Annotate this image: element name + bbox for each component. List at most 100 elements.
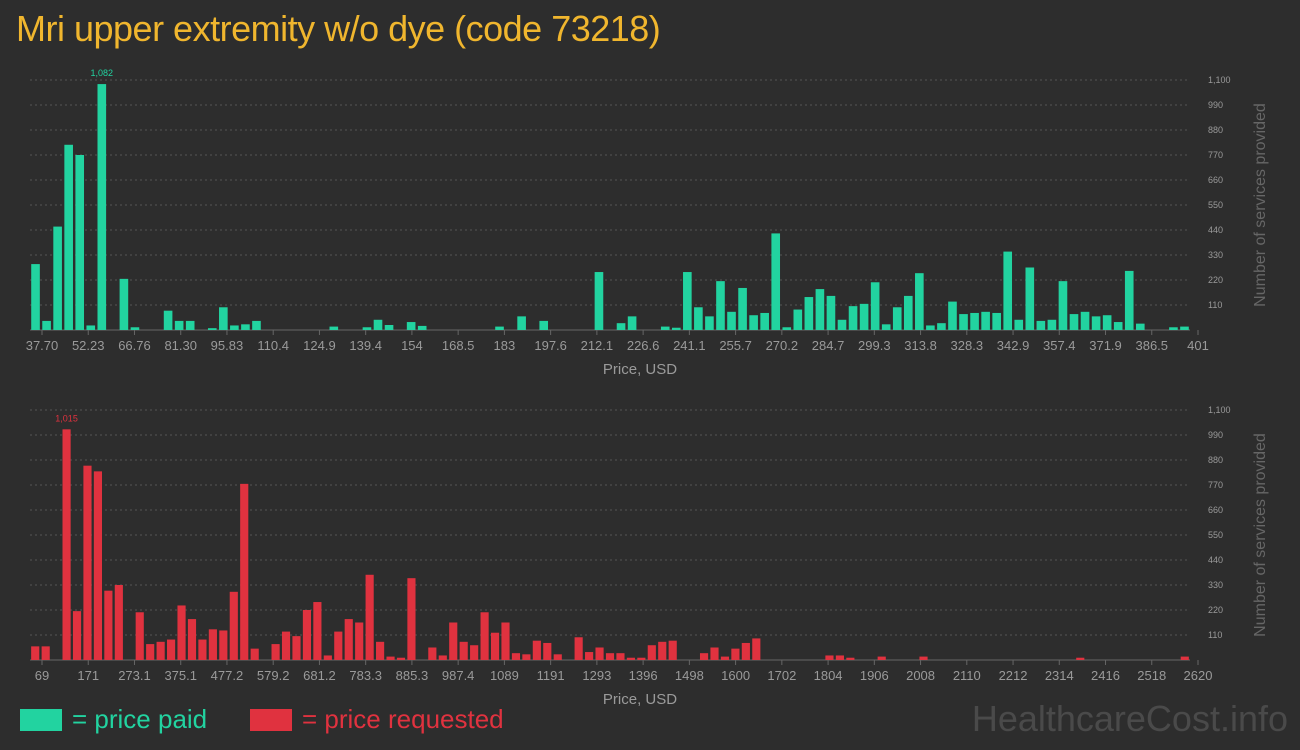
bar bbox=[1091, 316, 1101, 330]
bar bbox=[1036, 320, 1046, 330]
bar bbox=[86, 325, 96, 330]
x-tick-label: 1191 bbox=[537, 668, 565, 683]
bar bbox=[835, 655, 844, 660]
bar bbox=[313, 602, 322, 660]
y-tick-label: 440 bbox=[1208, 225, 1223, 235]
bar bbox=[384, 325, 394, 330]
y-tick-label: 880 bbox=[1208, 125, 1223, 135]
x-tick-label: 197.6 bbox=[534, 338, 567, 353]
x-tick-label: 2110 bbox=[953, 668, 981, 683]
y-tick-label: 770 bbox=[1208, 150, 1223, 160]
bar bbox=[710, 647, 719, 660]
y-axis-title: Number of services provided bbox=[1252, 103, 1269, 307]
bar bbox=[826, 295, 836, 330]
x-tick-label: 2518 bbox=[1137, 668, 1166, 683]
bar bbox=[130, 327, 140, 330]
bar bbox=[892, 307, 902, 330]
bar bbox=[438, 655, 447, 660]
bar bbox=[903, 295, 913, 330]
bar bbox=[877, 656, 886, 660]
bar bbox=[919, 656, 928, 660]
y-tick-label: 660 bbox=[1208, 505, 1223, 515]
x-tick-label: 1293 bbox=[582, 668, 611, 683]
bar bbox=[449, 622, 458, 660]
bar bbox=[177, 605, 186, 660]
bar bbox=[302, 610, 312, 660]
x-tick-label: 579.2 bbox=[257, 668, 290, 683]
bar bbox=[937, 323, 946, 330]
bar bbox=[72, 611, 82, 660]
bar bbox=[156, 641, 165, 660]
bar bbox=[41, 646, 50, 660]
bar bbox=[948, 301, 957, 330]
bar bbox=[119, 278, 129, 330]
bar bbox=[1069, 314, 1079, 330]
bar bbox=[522, 654, 531, 660]
x-tick-label: 241.1 bbox=[673, 338, 706, 353]
bar bbox=[881, 324, 891, 330]
bar bbox=[539, 320, 549, 330]
bar bbox=[417, 325, 427, 330]
bar bbox=[720, 656, 730, 660]
bar bbox=[64, 144, 73, 330]
bar bbox=[292, 636, 301, 660]
bar bbox=[163, 310, 173, 330]
x-tick-label: 386.5 bbox=[1135, 338, 1168, 353]
legend-price-requested: = price requested bbox=[250, 704, 504, 735]
x-axis-title: Price, USD bbox=[603, 361, 677, 378]
legend-label-paid: = price paid bbox=[72, 704, 208, 734]
x-tick-label: 273.1 bbox=[118, 668, 151, 683]
bar bbox=[804, 297, 814, 330]
bar bbox=[167, 639, 176, 660]
bar bbox=[62, 429, 71, 660]
bar bbox=[771, 233, 781, 330]
legend-swatch-requested bbox=[250, 709, 292, 731]
bar bbox=[250, 648, 259, 660]
y-tick-label: 110 bbox=[1208, 300, 1222, 310]
bar bbox=[241, 324, 250, 330]
x-tick-label: 342.9 bbox=[997, 338, 1030, 353]
bar bbox=[793, 309, 803, 330]
x-tick-label: 299.3 bbox=[858, 338, 891, 353]
bar bbox=[208, 629, 217, 660]
bar bbox=[543, 642, 552, 660]
x-tick-label: 81.30 bbox=[164, 338, 197, 353]
y-tick-label: 330 bbox=[1208, 580, 1223, 590]
x-tick-label: 2620 bbox=[1184, 668, 1213, 683]
x-tick-label: 783.3 bbox=[349, 668, 382, 683]
x-tick-label: 371.9 bbox=[1089, 338, 1122, 353]
x-tick-label: 37.70 bbox=[26, 338, 59, 353]
bar bbox=[252, 320, 261, 330]
bar bbox=[671, 327, 681, 330]
legend-price-paid: = price paid bbox=[20, 704, 207, 735]
x-tick-label: 66.76 bbox=[118, 338, 151, 353]
x-tick-label: 313.8 bbox=[904, 338, 937, 353]
x-tick-label: 284.7 bbox=[812, 338, 845, 353]
x-tick-label: 1804 bbox=[814, 668, 843, 683]
bar bbox=[229, 591, 238, 660]
bar bbox=[490, 632, 500, 660]
x-tick-label: 124.9 bbox=[303, 338, 336, 353]
x-tick-label: 2212 bbox=[999, 668, 1028, 683]
bar bbox=[104, 590, 113, 660]
x-tick-label: 270.2 bbox=[766, 338, 799, 353]
bar bbox=[595, 647, 604, 660]
x-tick-label: 255.7 bbox=[719, 338, 752, 353]
x-tick-label: 1089 bbox=[490, 668, 519, 683]
bar bbox=[859, 303, 869, 330]
y-tick-label: 220 bbox=[1208, 605, 1223, 615]
x-tick-label: 1906 bbox=[860, 668, 889, 683]
bar bbox=[271, 644, 280, 660]
bar bbox=[627, 316, 637, 330]
y-tick-label: 440 bbox=[1208, 555, 1223, 565]
x-tick-label: 1396 bbox=[629, 668, 658, 683]
x-tick-label: 95.83 bbox=[211, 338, 244, 353]
bar bbox=[470, 645, 479, 660]
bar bbox=[1180, 656, 1189, 660]
x-tick-label: 1600 bbox=[721, 668, 750, 683]
y-tick-label: 110 bbox=[1208, 630, 1222, 640]
bar bbox=[992, 312, 1001, 330]
bar bbox=[825, 655, 834, 660]
x-tick-label: 2008 bbox=[906, 668, 935, 683]
bar bbox=[407, 578, 416, 660]
